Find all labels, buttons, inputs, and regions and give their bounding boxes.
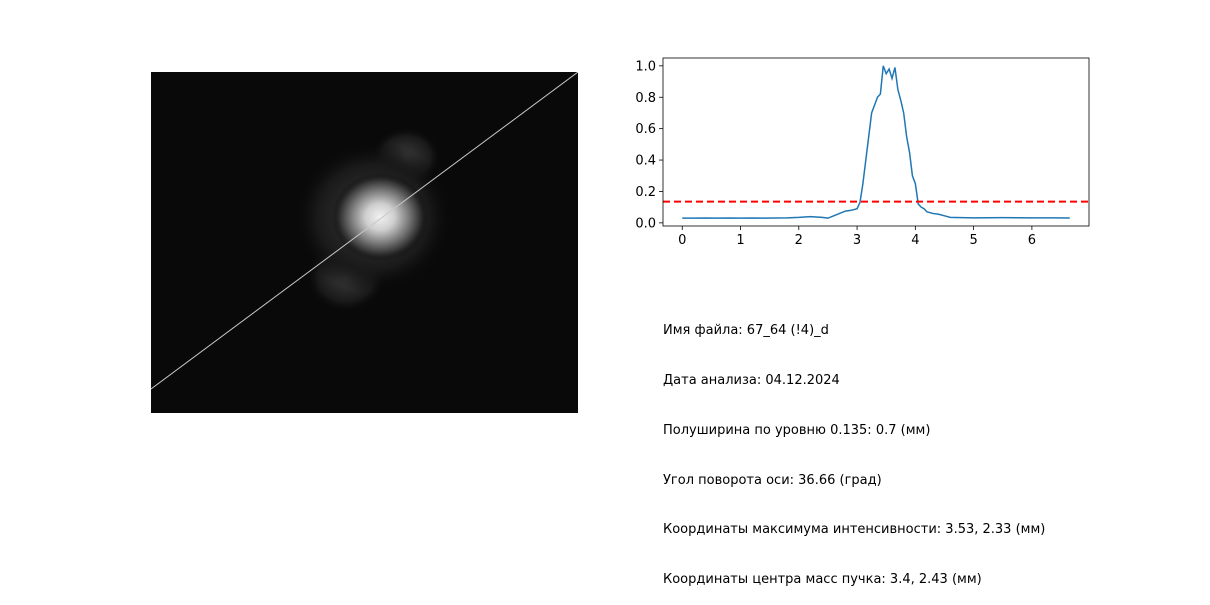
beam-spot [332,173,428,261]
x-tick-label: 1 [736,233,744,248]
profile-axis-line [151,72,578,390]
x-tick-label: 0 [678,233,686,248]
y-tick-label: 0.4 [635,154,656,169]
profile-series-line [682,65,1070,219]
file-name-text: Имя файла: 67_64 (!4)_d [663,323,829,339]
x-tick-label: 4 [911,233,919,248]
plot-frame [662,57,1090,227]
profile-chart: 0 1 2 3 4 5 6 0.0 0.2 0.4 0.6 0.8 1.0 [635,57,1090,248]
beam-intensity-image [151,72,578,413]
y-tick-label: 0.8 [635,91,656,106]
x-tick-label: 3 [853,233,861,248]
analysis-info: Имя файла: 67_64 (!4)_d Дата анализа: 04… [663,290,1045,605]
max-coords-text: Координаты максимума интенсивности: 3.53… [663,522,1046,538]
x-tick-label: 6 [1028,233,1036,248]
y-tick-label: 0.0 [635,216,656,231]
x-tick-label: 2 [795,233,803,248]
analysis-date-text: Дата анализа: 04.12.2024 [663,372,840,388]
y-tick-label: 0.2 [635,185,656,200]
rotation-angle-text: Угол поворота оси: 36.66 (град) [663,472,882,488]
fwhm-text: Полуширина по уровню 0.135: 0.7 (мм) [663,422,931,438]
center-of-mass-text: Координаты центра масс пучка: 3.4, 2.43 … [663,572,982,588]
y-tick-label: 1.0 [635,59,656,74]
x-tick-label: 5 [969,233,977,248]
y-tick-label: 0.6 [635,122,656,137]
